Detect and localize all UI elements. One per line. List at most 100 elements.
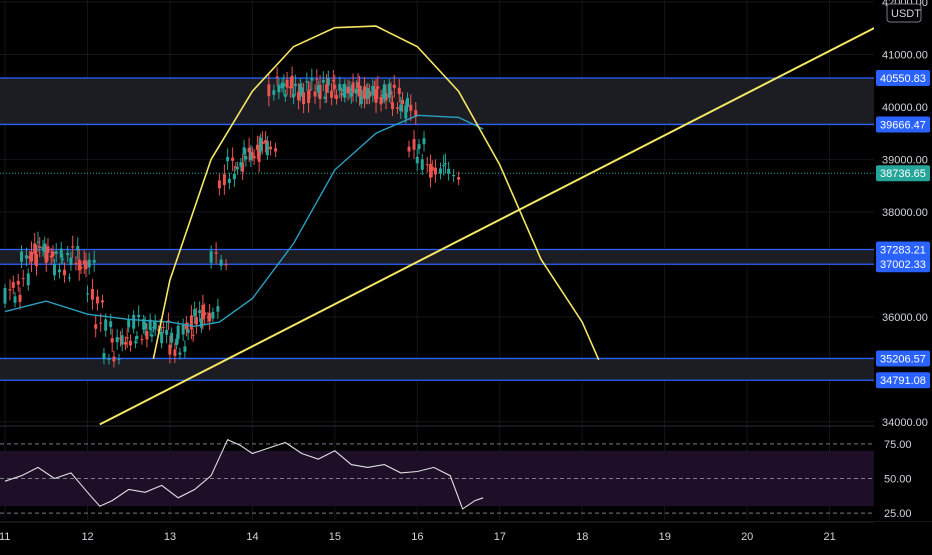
candle-body	[288, 86, 292, 89]
candle-body	[140, 339, 144, 341]
level-zone-1	[0, 249, 874, 265]
candle-body	[359, 90, 363, 104]
candle-body	[170, 332, 174, 343]
currency-badge-frame	[886, 3, 922, 23]
candle-body	[316, 85, 320, 93]
candle-body	[77, 259, 81, 271]
candle-body	[443, 163, 447, 165]
x-tick-label-19: 19	[659, 531, 671, 543]
candle-body	[18, 294, 22, 302]
candle-body	[51, 251, 55, 257]
last-price-tag	[876, 165, 930, 182]
candle-body	[397, 87, 401, 95]
candle-body	[239, 162, 243, 167]
candle-body	[389, 91, 393, 95]
candle-body	[107, 358, 111, 360]
candle-body	[94, 324, 98, 329]
candle-body	[399, 104, 403, 112]
level-price-tag-39666.47	[876, 116, 930, 133]
candle-body	[302, 92, 306, 105]
level-zone-2	[0, 358, 874, 381]
candle-body	[452, 174, 456, 177]
candle-body	[160, 332, 164, 344]
candle-body	[104, 319, 108, 331]
candle-body	[255, 144, 259, 150]
x-tick-label-20: 20	[741, 531, 753, 543]
candle-body	[79, 266, 83, 269]
candle-body	[99, 322, 103, 324]
level-price-tag-34791.08	[876, 372, 930, 389]
candle-body	[368, 91, 372, 97]
candle-body	[145, 331, 149, 340]
candle-body	[128, 340, 132, 346]
candle-body	[346, 86, 350, 94]
candle-body	[112, 356, 116, 362]
candle-body	[341, 89, 345, 92]
candle-body	[59, 248, 63, 258]
candle-body	[290, 75, 294, 89]
candle-body	[26, 273, 30, 286]
candle-body	[61, 258, 65, 260]
candle-body	[38, 246, 42, 248]
candle-body	[82, 260, 86, 265]
candle-body	[216, 306, 220, 312]
candle-body	[193, 309, 197, 317]
candle-body	[321, 79, 325, 83]
candle-body	[19, 251, 23, 262]
candle-body	[148, 319, 152, 331]
candle-body	[366, 88, 370, 99]
candle-body	[277, 84, 281, 93]
candle-body	[297, 92, 301, 101]
candle-body	[52, 263, 56, 276]
candle-body	[250, 152, 254, 156]
x-tick-label-14: 14	[246, 531, 258, 543]
candle-body	[227, 178, 231, 183]
candle-body	[153, 320, 157, 330]
candle-body	[133, 341, 137, 343]
candle-body	[335, 95, 339, 99]
candle-body	[24, 255, 28, 259]
candle-body	[186, 329, 190, 333]
currency-badge[interactable]: USDT	[886, 3, 922, 23]
candle-body	[409, 104, 413, 111]
x-tick-label-13: 13	[164, 531, 176, 543]
candle-body	[21, 278, 25, 280]
candle-body	[234, 166, 238, 168]
rsi-tick-label-25.00: 25.00	[884, 508, 912, 520]
candle-body	[379, 96, 383, 105]
candle-body	[387, 83, 391, 98]
level-price-tag-35206.57	[876, 350, 930, 367]
candle-body	[285, 79, 289, 88]
candle-body	[224, 264, 228, 266]
candle-body	[13, 296, 17, 303]
candle-body	[407, 146, 411, 152]
candle-body	[92, 259, 96, 263]
candle-body	[41, 246, 45, 250]
candle-body	[326, 78, 330, 86]
candle-body	[231, 157, 235, 161]
candle-body	[401, 99, 405, 105]
candle-body	[143, 323, 147, 330]
y-tick-label-41000.00: 41000.00	[882, 49, 928, 61]
candle-body	[120, 335, 124, 345]
candle-body	[269, 146, 273, 150]
candle-body	[236, 167, 240, 170]
candle-body	[66, 252, 70, 256]
candle-body	[252, 155, 256, 159]
candle-body	[232, 173, 236, 180]
candle-body	[308, 89, 312, 91]
candle-body	[447, 168, 451, 174]
rsi-tick-label-50.00: 50.00	[884, 473, 912, 485]
x-tick-label-17: 17	[494, 531, 506, 543]
candle-body	[420, 159, 424, 170]
candle-body	[260, 141, 264, 144]
candle-body	[181, 325, 185, 335]
candle-body	[425, 164, 429, 166]
candle-body	[358, 85, 362, 97]
candle-body	[349, 92, 353, 97]
level-price-label-37283.21: 37283.21	[880, 244, 926, 256]
candle-body	[264, 140, 268, 144]
candle-body	[69, 257, 73, 266]
